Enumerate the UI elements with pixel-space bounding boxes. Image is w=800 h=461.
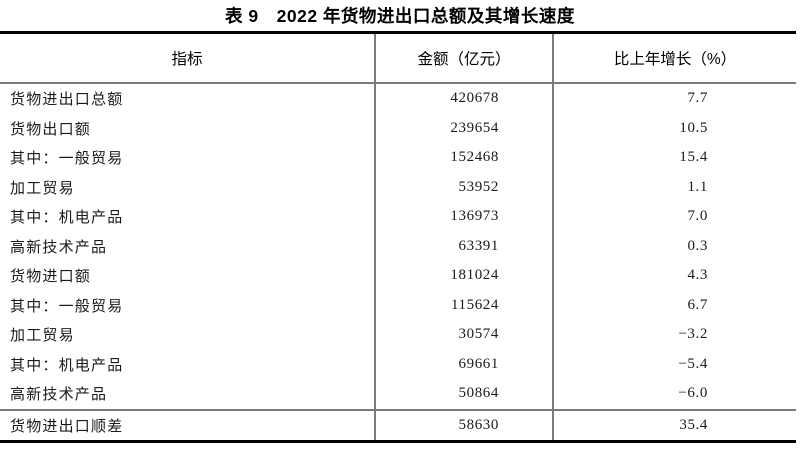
table-row: 其中：一般贸易 115624 6.7 (0, 290, 796, 320)
row-amount: 58630 (374, 408, 553, 442)
row-amount: 181024 (374, 261, 553, 291)
row-label: 高新技术产品 (10, 387, 108, 404)
row-label: 加工贸易 (10, 180, 75, 197)
table-row: 货物出口额 239654 10.5 (0, 113, 796, 143)
row-growth: −6.0 (552, 379, 796, 410)
row-amount: 420678 (374, 83, 553, 114)
row-label: 货物进出口总额 (10, 92, 124, 109)
column-header-growth: 比上年增长（%） (552, 32, 796, 84)
table-row: 货物进口额 181024 4.3 (0, 261, 796, 291)
column-header-amount: 金额（亿元） (374, 32, 553, 84)
row-label: 货物出口额 (10, 121, 92, 138)
row-growth: 6.7 (552, 290, 796, 320)
row-amount: 53952 (374, 172, 553, 202)
table-header-row: 指标 金额（亿元） 比上年增长（%） (0, 32, 796, 84)
row-amount: 115624 (374, 290, 553, 320)
row-label: 其中：机电产品 (10, 357, 124, 374)
row-amount: 152468 (374, 143, 553, 173)
column-header-label: 指标 (0, 32, 375, 84)
page-title: 表 9 2022 年货物进出口总额及其增长速度 (225, 6, 575, 26)
row-growth: −3.2 (552, 320, 796, 350)
row-amount: 30574 (374, 320, 553, 350)
row-label: 货物进出口顺差 (0, 408, 375, 442)
statistics-table-container: 指标 金额（亿元） 比上年增长（%） 货物进出口总额 420678 7.7 货物出口额… (0, 31, 796, 443)
row-amount: 50864 (374, 379, 553, 410)
table-row: 高新技术产品 63391 0.3 (0, 231, 796, 261)
table-row: 高新技术产品 50864 −6.0 (0, 379, 796, 410)
row-amount: 239654 (374, 113, 553, 143)
table-row: 其中：机电产品 136973 7.0 (0, 202, 796, 232)
table-body: 货物进出口总额 420678 7.7 货物出口额 239654 10.5 其中：一般贸易 15… (0, 83, 796, 442)
row-amount: 63391 (374, 231, 553, 261)
row-label: 其中：一般贸易 (10, 151, 124, 168)
row-growth: 7.7 (552, 83, 796, 114)
table-row: 其中：一般贸易 152468 15.4 (0, 143, 796, 173)
row-growth: 4.3 (552, 261, 796, 291)
row-growth: −5.4 (552, 349, 796, 379)
row-growth: 35.4 (552, 408, 796, 442)
row-growth: 7.0 (552, 202, 796, 232)
table-row: 加工贸易 53952 1.1 (0, 172, 796, 202)
row-amount: 136973 (374, 202, 553, 232)
row-growth: 0.3 (552, 231, 796, 261)
table-row: 加工贸易 30574 −3.2 (0, 320, 796, 350)
table-row: 货物进出口总额 420678 7.7 (0, 83, 796, 114)
row-label: 货物进口额 (10, 269, 92, 286)
table-header: 指标 金额（亿元） 比上年增长（%） (0, 32, 796, 84)
row-amount: 69661 (374, 349, 553, 379)
row-label: 其中：一般贸易 (10, 298, 124, 315)
row-label: 高新技术产品 (10, 239, 108, 256)
statistics-table: 指标 金额（亿元） 比上年增长（%） 货物进出口总额 420678 7.7 货物出口额… (0, 31, 796, 443)
row-label: 加工贸易 (10, 328, 75, 345)
row-growth: 10.5 (552, 113, 796, 143)
row-growth: 1.1 (552, 172, 796, 202)
row-label: 其中：机电产品 (10, 210, 124, 227)
row-growth: 15.4 (552, 143, 796, 173)
table-row: 货物进出口顺差 58630 35.4 (0, 408, 796, 442)
table-row: 其中：机电产品 69661 −5.4 (0, 349, 796, 379)
